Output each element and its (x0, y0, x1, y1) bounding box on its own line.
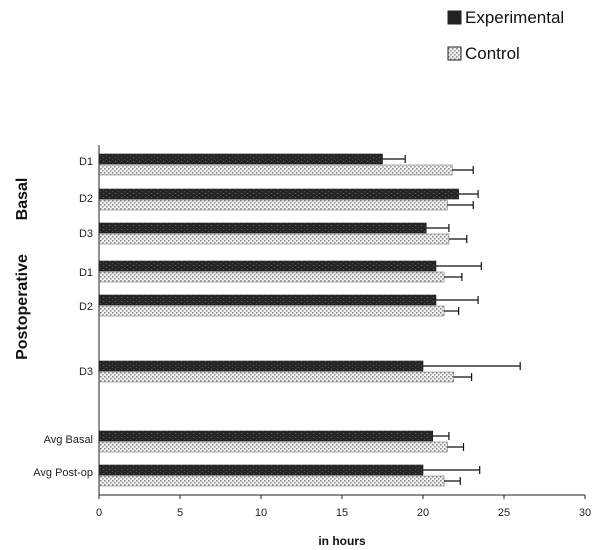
error-bar-control-4 (444, 307, 460, 315)
error-bar-experimental-0 (382, 155, 406, 163)
error-bar-control-3 (444, 273, 463, 281)
error-bar-control-2 (448, 235, 468, 243)
legend-label-experimental: Experimental (465, 8, 564, 27)
error-bar-control-6 (447, 443, 465, 451)
legend-item-experimental: Experimental (447, 8, 564, 27)
bar-control-6 (98, 441, 448, 453)
error-bar-experimental-5 (423, 362, 521, 370)
x-tick-label-6: 30 (579, 507, 591, 519)
x-tick-label-4: 20 (417, 507, 429, 519)
bar-control-0 (98, 164, 453, 176)
bar-experimental-6 (98, 430, 434, 442)
legend-item-control: Control (447, 44, 520, 63)
x-tick-label-1: 5 (177, 507, 183, 519)
category-label-4: D2 (79, 301, 93, 313)
error-bar-experimental-2 (426, 224, 450, 232)
legend-swatch-experimental (447, 10, 462, 25)
error-bar-control-1 (447, 201, 474, 209)
bar-experimental-7 (98, 464, 424, 476)
error-bar-control-0 (452, 166, 474, 174)
group-label-basal: Basal (14, 178, 31, 221)
error-bar-experimental-3 (435, 262, 482, 270)
x-tick-label-0: 0 (96, 507, 102, 519)
x-ticks: 0 5 10 15 20 25 30 (96, 495, 591, 519)
category-label-3: D1 (79, 267, 93, 279)
bar-experimental-0 (98, 153, 383, 165)
legend-label-control: Control (465, 44, 520, 63)
bar-control-1 (98, 199, 448, 211)
error-bar-experimental-1 (458, 190, 479, 198)
category-labels: D1 D2 D3 D1 D2 D3 Avg Basal Avg Post-op (33, 156, 93, 479)
category-label-7: Avg Post-op (33, 467, 93, 479)
bar-control-3 (98, 271, 445, 283)
bar-control-4 (98, 305, 445, 317)
group-labels: Basal Postoperative (14, 178, 31, 360)
bar-experimental-2 (98, 222, 427, 234)
group-label-postoperative: Postoperative (14, 254, 31, 360)
bar-control-7 (98, 475, 445, 487)
category-label-6: Avg Basal (44, 434, 93, 446)
error-bars (382, 155, 521, 485)
error-bar-control-7 (444, 477, 461, 485)
bar-control-2 (98, 233, 450, 245)
category-label-1: D2 (79, 193, 93, 205)
bar-control-5 (98, 371, 455, 383)
bar-experimental-3 (98, 260, 437, 272)
x-axis-title: in hours (318, 534, 366, 548)
error-bar-experimental-7 (423, 466, 481, 474)
bar-experimental-4 (98, 294, 437, 306)
x-tick-label-3: 15 (336, 507, 348, 519)
x-tick-label-5: 25 (498, 507, 510, 519)
category-label-0: D1 (79, 156, 93, 168)
error-bar-experimental-4 (435, 296, 479, 304)
plot-area (98, 153, 459, 487)
category-label-2: D3 (79, 228, 93, 240)
error-bar-experimental-6 (432, 432, 450, 440)
legend: Experimental Control (447, 8, 564, 63)
category-label-5: D3 (79, 366, 93, 378)
bar-experimental-1 (98, 188, 459, 200)
error-bar-control-5 (453, 373, 473, 381)
legend-swatch-control (447, 46, 462, 61)
bar-experimental-5 (98, 360, 424, 372)
x-tick-label-2: 10 (255, 507, 267, 519)
